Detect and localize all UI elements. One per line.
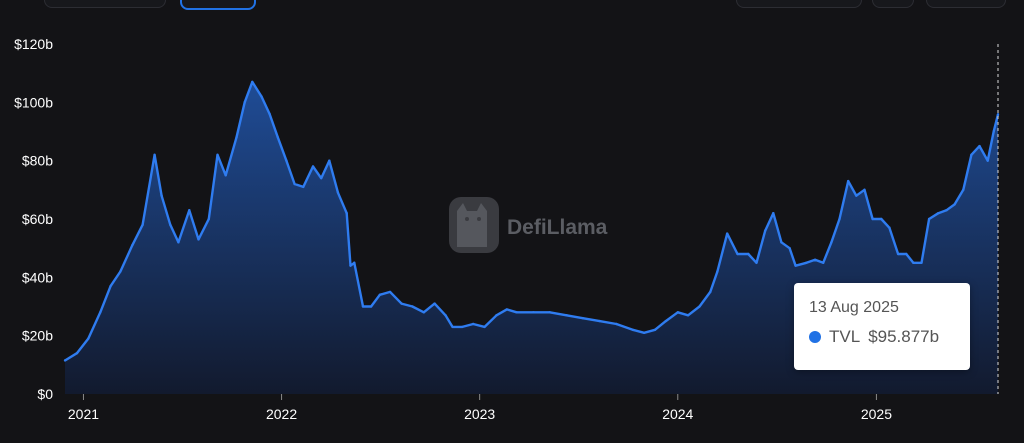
x-tick-label: 2021 (68, 406, 99, 422)
tooltip-value: $95.877b (868, 327, 940, 346)
y-tick-label: $40b (22, 269, 53, 285)
watermark: DefiLlama (449, 197, 608, 253)
y-tick-label: $100b (14, 94, 53, 110)
y-axis: $0 $20b $40b $60b $80b $100b $120b (14, 36, 53, 402)
x-tick-label: 2023 (464, 406, 495, 422)
series-dot-icon (809, 331, 821, 343)
tooltip-row: TVL $95.877b (809, 327, 955, 347)
toggle-active[interactable] (180, 0, 256, 10)
tooltip: 13 Aug 2025 TVL $95.877b (794, 283, 970, 370)
tooltip-date: 13 Aug 2025 (809, 299, 899, 316)
y-tick-label: $60b (22, 211, 53, 227)
y-tick-label: $120b (14, 36, 53, 52)
x-tick-label: 2024 (662, 406, 693, 422)
y-tick-label: $0 (37, 386, 53, 402)
tvl-area (65, 81, 998, 395)
tvl-line (64, 80, 1000, 362)
tooltip-series: TVL (829, 327, 861, 346)
x-tick-label: 2025 (861, 406, 892, 422)
x-axis: 2021 2022 2023 2024 2025 (68, 394, 892, 422)
watermark-text: DefiLlama (507, 216, 608, 239)
x-tick-label: 2022 (266, 406, 297, 422)
y-tick-label: $20b (22, 328, 53, 344)
y-tick-label: $80b (22, 153, 53, 169)
llama-logo-icon (449, 197, 499, 253)
